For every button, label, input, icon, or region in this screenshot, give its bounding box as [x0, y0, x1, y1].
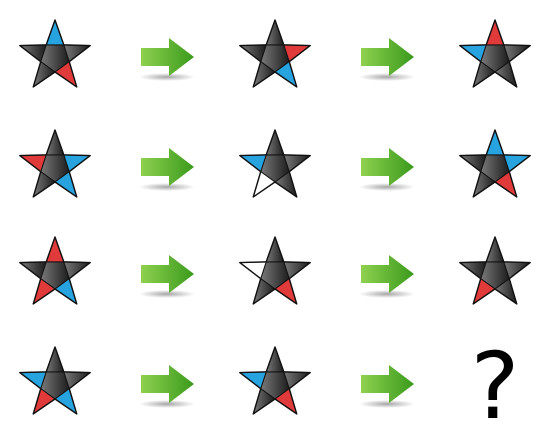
arrow-shadow [359, 400, 415, 408]
arrow-r1-2 [359, 38, 415, 81]
arrow-shadow [359, 290, 415, 298]
arrow-right-icon [361, 365, 414, 403]
star-r3-c3 [460, 237, 530, 304]
star-point-top [46, 237, 64, 262]
star-r1-c3 [460, 20, 530, 87]
arrow-shadow [139, 290, 195, 298]
star-point-top [46, 20, 64, 45]
star-r1-c2 [240, 20, 310, 87]
arrow-r4-1 [139, 365, 195, 408]
arrow-right-icon [141, 255, 194, 293]
star-point-top [46, 130, 64, 155]
arrow-r2-2 [359, 148, 415, 191]
star-r2-c2 [240, 130, 310, 197]
arrow-r3-2 [359, 255, 415, 298]
arrow-r3-1 [139, 255, 195, 298]
star-point-top [486, 20, 504, 45]
star-r2-c3 [460, 130, 530, 197]
arrow-shadow [139, 73, 195, 81]
star-point-top [266, 130, 284, 155]
arrow-shadow [139, 183, 195, 191]
arrow-r1-1 [139, 38, 195, 81]
star-r4-c1 [20, 347, 90, 414]
question-mark: ? [471, 333, 520, 440]
star-point-top [266, 347, 284, 372]
arrow-right-icon [141, 365, 194, 403]
star-r3-c1 [20, 237, 90, 304]
star-point-top [486, 130, 504, 155]
arrow-shadow [359, 183, 415, 191]
star-point-top [46, 347, 64, 372]
arrow-right-icon [141, 38, 194, 76]
arrow-shadow [139, 400, 195, 408]
arrow-r4-2 [359, 365, 415, 408]
star-point-top [266, 20, 284, 45]
star-point-top [486, 237, 504, 262]
arrow-right-icon [361, 38, 414, 76]
arrow-right-icon [361, 255, 414, 293]
arrow-r2-1 [139, 148, 195, 191]
star-r4-c2 [240, 347, 310, 414]
star-r2-c1 [20, 130, 90, 197]
star-r1-c1 [20, 20, 90, 87]
arrow-shadow [359, 73, 415, 81]
arrow-right-icon [141, 148, 194, 186]
arrow-right-icon [361, 148, 414, 186]
star-r3-c2 [240, 237, 310, 304]
star-point-top [266, 237, 284, 262]
